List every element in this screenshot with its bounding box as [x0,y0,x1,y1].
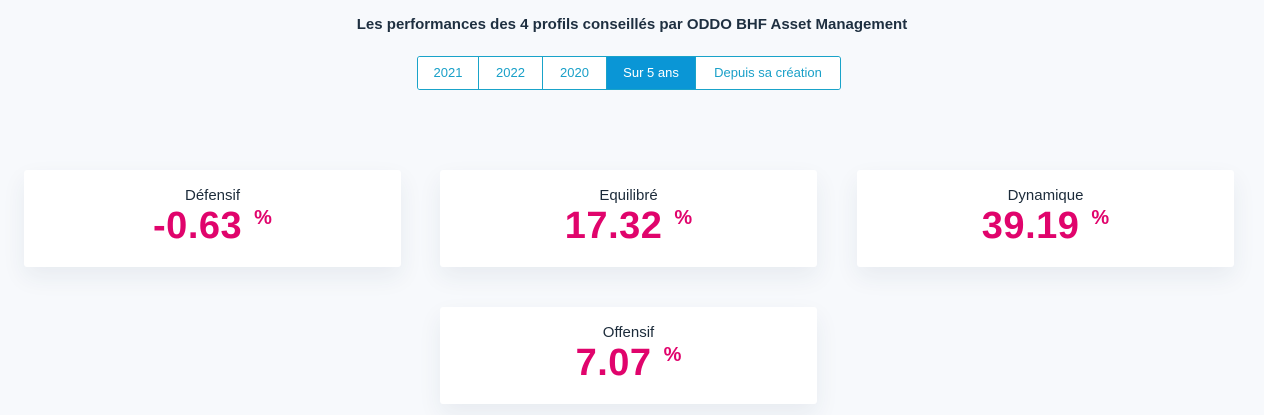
profile-performance: 17.32 % [565,206,692,246]
profile-performance: -0.63 % [153,206,272,246]
performance-unit: % [1091,207,1110,229]
performance-unit: % [254,207,272,229]
performance-unit: % [663,344,682,366]
tab-2021[interactable]: 2021 [418,57,479,89]
profile-performance: 7.07 % [576,343,682,383]
profile-card-equilibre: Equilibré 17.32 % [440,170,817,267]
tab-since-creation[interactable]: Depuis sa création [696,57,840,89]
profile-card-defensif: Défensif -0.63 % [24,170,401,267]
profile-card-offensif: Offensif 7.07 % [440,307,817,404]
profile-card-dynamique: Dynamique 39.19 % [857,170,1234,267]
tab-2020[interactable]: 2020 [543,57,607,89]
page-title: Les performances des 4 profils conseillé… [356,16,908,33]
performance-value: 39.19 [981,205,1080,247]
profile-label: Equilibré [599,187,658,204]
performance-value: -0.63 [153,205,243,247]
tab-5-years[interactable]: Sur 5 ans [607,57,696,89]
profile-performance: 39.19 % [982,206,1109,246]
profile-label: Défensif [184,187,241,204]
performance-value: 17.32 [564,205,663,247]
profile-label: Dynamique [1007,187,1084,204]
performance-value: 7.07 [575,342,652,384]
performance-unit: % [674,207,693,229]
tab-2022[interactable]: 2022 [479,57,543,89]
profile-label: Offensif [602,324,655,341]
period-tabs: 2021 2022 2020 Sur 5 ans Depuis sa créat… [417,56,841,90]
